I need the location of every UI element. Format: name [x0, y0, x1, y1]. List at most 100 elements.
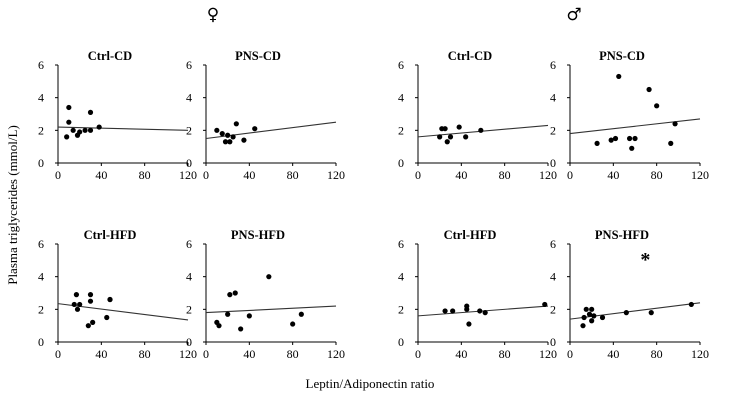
data-point [233, 121, 239, 127]
scatter-panel: 0 2 4 6 0 40 80 120 PNS-HFD [186, 228, 345, 361]
x-tick-label: 120 [327, 168, 345, 182]
y-tick-label: 4 [38, 91, 44, 105]
data-point [66, 119, 72, 125]
x-tick-label: 80 [139, 168, 151, 182]
x-tick-label: 40 [455, 168, 467, 182]
data-point [583, 306, 589, 312]
data-point [612, 135, 619, 142]
y-tick-label: 0 [398, 156, 404, 170]
data-point [672, 121, 678, 127]
y-tick-label: 2 [550, 302, 556, 316]
data-point [594, 140, 600, 146]
data-point [252, 126, 258, 132]
y-tick-label: 0 [38, 156, 44, 170]
data-point [482, 310, 488, 316]
panel-title: PNS-CD [235, 49, 281, 63]
y-tick-label: 6 [186, 58, 192, 72]
y-tick-label: 6 [186, 237, 192, 251]
y-tick-label: 4 [550, 270, 556, 284]
y-tick-label: 0 [550, 156, 556, 170]
data-point [580, 323, 586, 329]
significance-marker: * [640, 249, 650, 271]
data-point [214, 127, 220, 133]
y-tick-label: 6 [38, 58, 44, 72]
data-point [298, 311, 304, 317]
data-point [616, 73, 622, 80]
data-point [646, 86, 652, 93]
data-point [227, 292, 233, 298]
x-tick-label: 80 [499, 347, 511, 361]
panel-title: PNS-HFD [231, 228, 285, 242]
data-point [87, 127, 94, 133]
data-point [447, 134, 454, 140]
data-point [230, 134, 236, 140]
x-tick-label: 120 [327, 347, 345, 361]
x-tick-label: 40 [243, 347, 255, 361]
x-tick-label: 120 [179, 168, 197, 182]
y-tick-label: 0 [186, 156, 192, 170]
y-tick-label: 2 [186, 123, 192, 137]
x-tick-label: 0 [55, 168, 61, 182]
x-tick-label: 40 [95, 168, 107, 182]
x-tick-label: 0 [415, 168, 421, 182]
data-point [464, 303, 470, 309]
x-tick-label: 40 [607, 168, 619, 182]
data-point [73, 292, 80, 298]
y-axis-label: Plasma triglycerides (mmol/L) [5, 125, 20, 285]
data-point [71, 301, 77, 308]
data-point [219, 131, 225, 137]
scatter-panel: 0 2 4 6 0 40 80 120 Ctrl-CD [38, 49, 197, 182]
y-tick-label: 4 [186, 270, 192, 284]
data-point [586, 311, 593, 317]
data-point [66, 104, 72, 111]
x-tick-label: 0 [567, 347, 573, 361]
y-tick-label: 2 [398, 123, 404, 137]
x-tick-label: 40 [243, 168, 255, 182]
data-point [246, 313, 252, 319]
data-point [477, 308, 483, 314]
data-point [648, 310, 654, 316]
x-tick-label: 80 [651, 168, 663, 182]
data-point [442, 308, 448, 314]
panel-title: Ctrl-CD [88, 49, 132, 63]
data-point [668, 140, 674, 146]
data-point [85, 323, 91, 329]
y-tick-label: 6 [398, 237, 404, 251]
data-point [222, 139, 229, 145]
x-tick-label: 0 [567, 168, 573, 182]
x-tick-label: 80 [139, 347, 151, 361]
y-tick-label: 2 [186, 302, 192, 316]
data-point [87, 292, 94, 298]
data-point [599, 314, 606, 321]
x-tick-label: 120 [179, 347, 197, 361]
panel-title: Ctrl-HFD [84, 228, 137, 242]
data-point [266, 274, 272, 280]
data-point [74, 306, 81, 312]
y-tick-label: 2 [38, 302, 44, 316]
x-tick-label: 120 [539, 168, 557, 182]
regression-line [417, 305, 549, 317]
y-tick-label: 0 [186, 335, 192, 349]
regression-line [57, 126, 189, 131]
x-tick-label: 80 [287, 168, 299, 182]
data-point [632, 135, 638, 142]
y-tick-label: 4 [398, 270, 404, 284]
data-point [225, 132, 231, 138]
data-point [654, 103, 660, 109]
data-point [629, 145, 635, 151]
data-point [589, 318, 595, 324]
y-tick-label: 6 [38, 237, 44, 251]
data-point [626, 135, 633, 142]
data-point [87, 298, 94, 304]
data-point [238, 326, 244, 332]
data-point [542, 301, 548, 308]
data-point [444, 139, 450, 145]
x-tick-label: 80 [287, 347, 299, 361]
data-point [216, 323, 222, 329]
data-point [290, 321, 296, 327]
panel-title: Ctrl-CD [448, 49, 492, 63]
